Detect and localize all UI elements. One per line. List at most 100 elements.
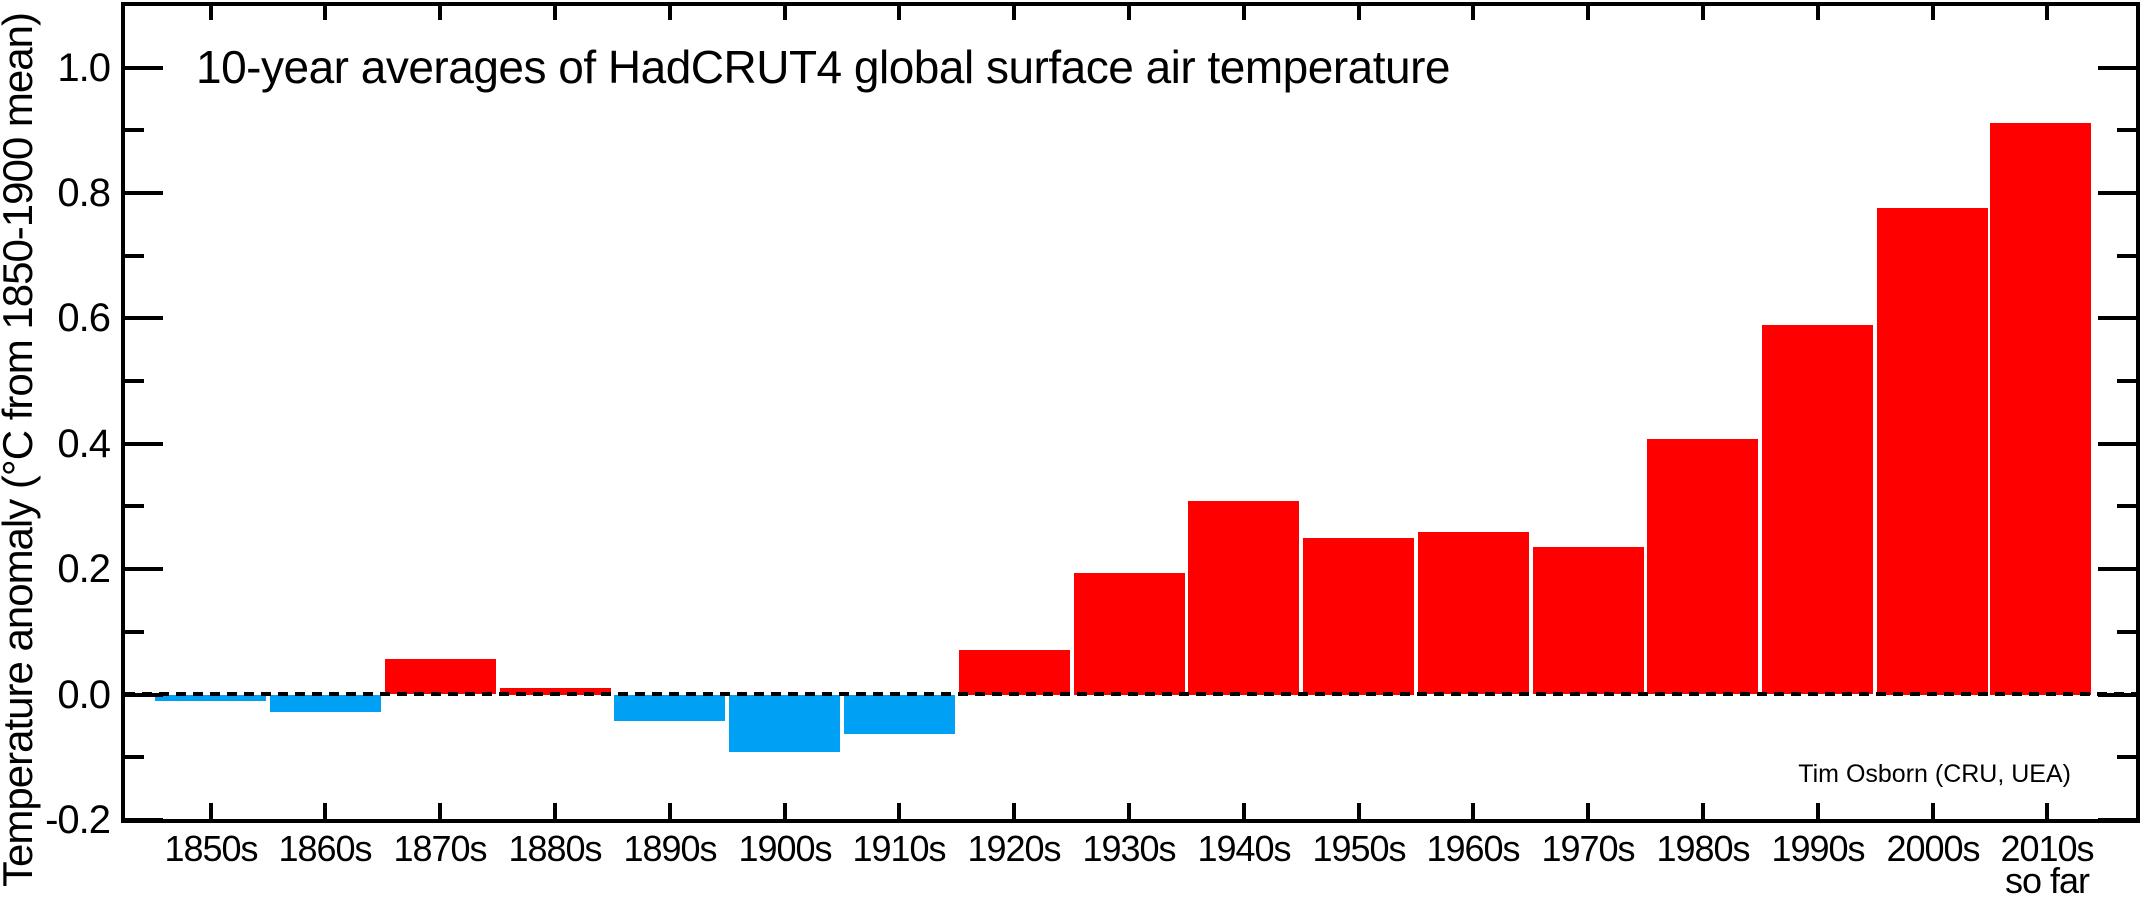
- x-axis-tick-bottom-1990s: [1816, 803, 1820, 819]
- y-axis-major-tick-L-0.2: [125, 567, 163, 571]
- x-tick-label-text-1860s: 1860s: [278, 828, 372, 869]
- x-tick-label-1980s: 1980s: [1618, 828, 1788, 869]
- bar-1980s: [1647, 439, 1758, 694]
- x-tick-label-text-1890s: 1890s: [623, 828, 717, 869]
- bar-1860s: [270, 695, 381, 712]
- x-tick-label-2010s: 2010s so far: [1962, 828, 2132, 901]
- zero-baseline-dashed-line: [125, 692, 2136, 696]
- x-tick-label-1860s: 1860s: [240, 828, 410, 869]
- chart-title: 10-year averages of HadCRUT4 global surf…: [196, 41, 1451, 93]
- x-axis-tick-top-1910s: [897, 6, 901, 20]
- y-axis-major-tick-R--0.2: [2098, 818, 2136, 822]
- bar-1970s: [1533, 547, 1644, 694]
- x-axis-tick-bottom-1940s: [1242, 803, 1246, 819]
- x-axis-tick-bottom-1960s: [1471, 803, 1475, 819]
- x-axis-tick-top-1860s: [323, 6, 327, 20]
- x-tick-label-text-1850s: 1850s: [164, 828, 258, 869]
- x-tick-label-text-1950s: 1950s: [1312, 828, 1406, 869]
- y-axis-minor-tick-L-0.3: [125, 504, 144, 508]
- x-axis-tick-top-2000s: [1931, 6, 1935, 20]
- x-axis-tick-top-1960s: [1471, 6, 1475, 20]
- attribution-credit: Tim Osborn (CRU, UEA): [1798, 760, 2071, 788]
- x-tick-label-text-1930s: 1930s: [1082, 828, 1176, 869]
- x-tick-label-note-so-far: so far: [2004, 860, 2090, 901]
- x-tick-label-text-1980s: 1980s: [1656, 828, 1750, 869]
- x-tick-label-text-1920s: 1920s: [967, 828, 1061, 869]
- x-axis-tick-bottom-1900s: [783, 803, 787, 819]
- y-axis-minor-tick-R-0.3: [2117, 504, 2136, 508]
- x-tick-label-1990s: 1990s: [1733, 831, 1903, 867]
- bar-1990s: [1762, 325, 1873, 694]
- y-axis-major-tick-R-0.2: [2098, 567, 2136, 571]
- y-axis-major-tick-L-1: [125, 66, 163, 70]
- x-tick-label-1870s: 1870s: [355, 828, 525, 869]
- bar-1850s: [155, 695, 266, 701]
- x-tick-label-1970s: 1970s: [1503, 828, 1673, 869]
- y-axis-minor-tick-L-0.1: [125, 630, 144, 634]
- x-tick-label-text-1870s: 1870s: [393, 828, 487, 869]
- y-axis-major-tick-R-0.4: [2098, 442, 2136, 446]
- bar-1900s: [729, 695, 840, 752]
- x-axis-tick-top-1890s: [668, 6, 672, 20]
- y-axis-minor-tick-R-0.5: [2117, 379, 2136, 383]
- x-tick-label-1910s: 1910s: [814, 828, 984, 869]
- bar-1930s: [1074, 573, 1185, 695]
- y-axis-major-tick-L-0.6: [125, 316, 163, 320]
- x-tick-label-1920s: 1920s: [929, 828, 1099, 869]
- x-axis-tick-bottom-1850s: [209, 803, 213, 819]
- x-tick-label-1890s: 1890s: [585, 828, 755, 869]
- bar-1910s: [844, 695, 955, 734]
- y-axis-minor-tick-R-0.9: [2117, 128, 2136, 132]
- y-axis-minor-tick-L-0.9: [125, 128, 144, 132]
- bar-1920s: [959, 650, 1070, 695]
- x-tick-label-1960s: 1960s: [1388, 828, 1558, 869]
- y-axis-minor-tick-R-0.1: [2117, 630, 2136, 634]
- x-axis-tick-bottom-1890s: [668, 803, 672, 819]
- x-tick-label-text-2000s: 2000s: [1886, 828, 1980, 869]
- x-tick-label-text-1970s: 1970s: [1541, 828, 1635, 869]
- y-axis-major-tick-L-0.8: [125, 191, 163, 195]
- x-axis-tick-bottom-1920s: [1012, 803, 1016, 819]
- y-axis-major-tick-R-0.8: [2098, 191, 2136, 195]
- x-axis-tick-top-1940s: [1242, 6, 1246, 20]
- x-axis-tick-top-1920s: [1012, 6, 1016, 20]
- bar-1950s: [1303, 538, 1414, 695]
- y-axis-minor-tick-R-0.7: [2117, 254, 2136, 258]
- x-tick-label-text-1940s: 1940s: [1197, 828, 1291, 869]
- x-axis-tick-top-1950s: [1357, 6, 1361, 20]
- x-axis-tick-top-1970s: [1586, 6, 1590, 20]
- x-tick-label-1930s: 1930s: [1044, 828, 1214, 869]
- x-tick-label-text-1960s: 1960s: [1426, 828, 1520, 869]
- y-tick-label-0.4: 0.4: [57, 422, 111, 466]
- x-tick-label-1880s: 1880s: [470, 831, 640, 867]
- x-tick-label-text-1910s: 1910s: [852, 828, 946, 869]
- y-axis-minor-tick-L-0.5: [125, 379, 144, 383]
- x-axis-tick-top-1900s: [783, 6, 787, 20]
- y-axis-major-tick-L-0.4: [125, 442, 163, 446]
- x-axis-tick-top-2010s: [2045, 6, 2049, 20]
- y-tick-label-0.2: 0.2: [57, 547, 111, 591]
- y-axis-minor-tick-R--0.1: [2117, 755, 2136, 759]
- x-tick-label-text-1900s: 1900s: [738, 828, 832, 869]
- x-axis-tick-bottom-1950s: [1357, 803, 1361, 819]
- x-axis-tick-bottom-1910s: [897, 803, 901, 819]
- x-axis-tick-top-1870s: [438, 6, 442, 20]
- y-tick-label--0.2: -0.2: [45, 798, 111, 842]
- x-tick-label-1950s: 1950s: [1274, 828, 1444, 869]
- x-axis-tick-bottom-2000s: [1931, 803, 1935, 819]
- bar-2000s: [1877, 208, 1988, 695]
- x-tick-label-2000s: 2000s: [1848, 828, 2018, 869]
- x-tick-label-text-2010s: 2010s: [2000, 828, 2094, 869]
- bar-1870s: [385, 659, 496, 694]
- plot-area-frame: [121, 2, 2140, 823]
- y-tick-label-0.8: 0.8: [57, 171, 111, 215]
- bar-1880s: [500, 688, 611, 695]
- x-axis-tick-bottom-1930s: [1127, 803, 1131, 819]
- x-axis-tick-bottom-1980s: [1701, 803, 1705, 819]
- x-axis-tick-top-1930s: [1127, 6, 1131, 20]
- y-axis-major-tick-R-0.6: [2098, 316, 2136, 320]
- y-axis-major-tick-R-1: [2098, 66, 2136, 70]
- y-tick-label-1.0: 1.0: [57, 46, 111, 90]
- x-axis-tick-top-1990s: [1816, 6, 1820, 20]
